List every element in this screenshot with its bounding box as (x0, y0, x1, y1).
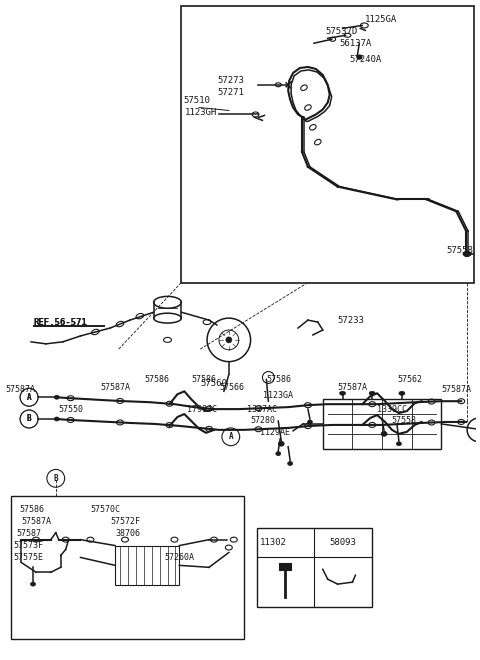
Text: 57586: 57586 (19, 506, 44, 515)
Text: 56137A: 56137A (339, 39, 372, 48)
Circle shape (263, 372, 274, 383)
Ellipse shape (399, 391, 405, 395)
Circle shape (20, 388, 38, 406)
Text: 57587A: 57587A (337, 383, 368, 392)
Text: 57587A: 57587A (5, 385, 36, 394)
Circle shape (222, 428, 240, 446)
Ellipse shape (276, 451, 281, 455)
Text: 1125GA: 1125GA (365, 15, 397, 24)
Text: REF.56-571: REF.56-571 (33, 317, 87, 327)
Ellipse shape (288, 461, 293, 465)
Text: A: A (228, 432, 233, 442)
Text: 57562: 57562 (397, 375, 422, 384)
Circle shape (20, 410, 38, 428)
Text: 1339CC: 1339CC (377, 405, 407, 414)
Text: 57260A: 57260A (165, 553, 194, 562)
Ellipse shape (31, 582, 36, 586)
Text: 57240A: 57240A (349, 55, 382, 63)
Ellipse shape (396, 442, 401, 446)
Circle shape (207, 318, 251, 362)
Circle shape (226, 337, 232, 343)
Bar (181, 6, 474, 282)
Text: 57575E: 57575E (13, 553, 43, 562)
Ellipse shape (357, 55, 362, 59)
Bar (256, 528, 372, 607)
Ellipse shape (54, 417, 59, 421)
Text: 57537D: 57537D (326, 27, 358, 36)
Text: 57273: 57273 (217, 77, 244, 85)
Bar (11, 496, 244, 638)
Text: 57573F: 57573F (13, 541, 43, 550)
Text: 1799JC: 1799JC (187, 405, 217, 414)
Text: 57572F: 57572F (110, 517, 140, 526)
Text: 57586: 57586 (191, 375, 216, 384)
Bar (323, 399, 442, 449)
Text: 57558: 57558 (391, 416, 416, 426)
Text: 57560: 57560 (201, 379, 228, 388)
Text: A: A (27, 393, 31, 402)
Text: 57587A: 57587A (100, 383, 130, 392)
Text: 1123GA: 1123GA (264, 391, 293, 400)
Text: 57587: 57587 (16, 529, 41, 538)
Text: 57587A: 57587A (442, 385, 471, 394)
Circle shape (47, 469, 65, 487)
Text: B: B (53, 474, 58, 483)
Ellipse shape (381, 432, 387, 436)
Ellipse shape (54, 395, 59, 399)
Text: 57550: 57550 (59, 405, 84, 414)
Text: 1123GH: 1123GH (185, 108, 217, 117)
Text: 1327AC: 1327AC (247, 405, 276, 414)
Circle shape (467, 418, 480, 442)
Text: 57233: 57233 (337, 315, 364, 325)
Text: B: B (27, 414, 31, 424)
Text: 58093: 58093 (329, 538, 356, 547)
Bar (279, 564, 291, 570)
Ellipse shape (278, 442, 284, 446)
Text: 57558: 57558 (446, 246, 473, 255)
Text: 11302: 11302 (260, 538, 287, 547)
Text: 57566: 57566 (219, 383, 244, 392)
Circle shape (219, 330, 239, 350)
Text: 57280: 57280 (251, 416, 276, 426)
Text: 57570C: 57570C (90, 506, 120, 515)
Text: 1129AE: 1129AE (261, 428, 290, 438)
Text: 38706: 38706 (115, 529, 140, 538)
Circle shape (20, 410, 38, 428)
Ellipse shape (463, 251, 471, 256)
Circle shape (20, 388, 38, 406)
Text: 57510: 57510 (183, 96, 210, 105)
Text: A: A (27, 393, 31, 402)
Text: 57586: 57586 (266, 375, 291, 384)
Text: REF.56-571: REF.56-571 (33, 317, 87, 327)
Text: 57587A: 57587A (21, 517, 51, 526)
Text: 57586: 57586 (145, 375, 170, 384)
Ellipse shape (339, 391, 346, 395)
Text: 57271: 57271 (217, 88, 244, 97)
Bar (115, 546, 180, 585)
Ellipse shape (369, 391, 375, 395)
Ellipse shape (307, 420, 312, 424)
Text: B: B (27, 414, 31, 424)
